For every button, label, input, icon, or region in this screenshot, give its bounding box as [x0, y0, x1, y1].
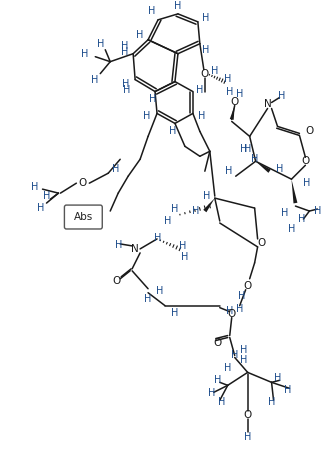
- Text: H: H: [122, 79, 130, 89]
- Text: H: H: [218, 397, 225, 407]
- Text: H: H: [112, 164, 119, 174]
- Text: O: O: [305, 126, 314, 137]
- Text: H: H: [202, 13, 210, 23]
- Text: H: H: [149, 94, 157, 103]
- Text: H: H: [179, 241, 186, 251]
- Text: H: H: [284, 385, 291, 395]
- Polygon shape: [291, 179, 297, 204]
- Text: H: H: [238, 291, 246, 301]
- Polygon shape: [203, 198, 215, 212]
- Text: O: O: [214, 337, 222, 348]
- FancyBboxPatch shape: [64, 205, 102, 229]
- Text: H: H: [81, 49, 88, 59]
- Text: H: H: [281, 208, 288, 218]
- Text: H: H: [121, 41, 128, 51]
- Text: H: H: [240, 356, 248, 365]
- Text: H: H: [226, 87, 233, 96]
- Text: H: H: [123, 84, 130, 95]
- Text: H: H: [196, 84, 204, 95]
- Text: N: N: [131, 244, 139, 254]
- Text: H: H: [145, 294, 152, 304]
- Text: H: H: [154, 233, 162, 243]
- Text: H: H: [171, 308, 179, 318]
- Text: H: H: [202, 45, 210, 55]
- Text: H: H: [164, 216, 172, 226]
- Text: H: H: [43, 191, 50, 201]
- Text: H: H: [274, 373, 281, 384]
- Text: H: H: [181, 252, 189, 262]
- Text: H: H: [236, 89, 244, 98]
- Text: H: H: [298, 214, 305, 224]
- Text: H: H: [236, 304, 244, 314]
- Text: H: H: [276, 164, 283, 174]
- Text: H: H: [244, 432, 251, 442]
- Text: H: H: [121, 47, 129, 57]
- Text: H: H: [156, 286, 164, 296]
- Polygon shape: [230, 105, 235, 120]
- Text: H: H: [208, 388, 215, 398]
- Text: H: H: [240, 144, 248, 154]
- Text: H: H: [198, 111, 206, 122]
- Text: H: H: [224, 74, 231, 83]
- Text: H: H: [244, 144, 251, 154]
- Text: O: O: [244, 281, 252, 291]
- Text: H: H: [225, 166, 233, 176]
- Text: O: O: [244, 410, 252, 420]
- Text: H: H: [91, 75, 98, 85]
- Text: H: H: [174, 1, 182, 11]
- Text: O: O: [201, 69, 209, 79]
- Text: H: H: [288, 224, 295, 234]
- Text: N: N: [264, 100, 272, 110]
- Text: H: H: [214, 375, 221, 385]
- Text: O: O: [257, 238, 266, 248]
- Text: H: H: [37, 203, 44, 213]
- Text: O: O: [228, 308, 236, 319]
- Text: Abs: Abs: [74, 212, 93, 222]
- Text: H: H: [148, 6, 156, 16]
- Text: H: H: [231, 350, 238, 361]
- Text: H: H: [203, 191, 211, 201]
- Text: H: H: [115, 240, 122, 250]
- Text: H: H: [251, 154, 258, 164]
- Text: H: H: [143, 111, 150, 122]
- Text: H: H: [314, 206, 321, 216]
- Text: H: H: [169, 126, 177, 137]
- Polygon shape: [256, 161, 271, 173]
- Text: H: H: [192, 206, 200, 216]
- Text: H: H: [240, 345, 248, 356]
- Text: H: H: [171, 204, 179, 214]
- Text: H: H: [136, 30, 144, 40]
- Text: H: H: [224, 363, 231, 373]
- Text: O: O: [231, 96, 239, 107]
- Text: O: O: [112, 276, 120, 286]
- Text: H: H: [226, 306, 233, 315]
- Text: H: H: [303, 178, 310, 188]
- Text: H: H: [278, 90, 285, 101]
- Text: H: H: [268, 397, 275, 407]
- Text: H: H: [97, 39, 104, 49]
- Text: H: H: [211, 66, 218, 75]
- Text: O: O: [301, 156, 310, 166]
- Text: H: H: [31, 182, 38, 192]
- Text: O: O: [78, 178, 86, 188]
